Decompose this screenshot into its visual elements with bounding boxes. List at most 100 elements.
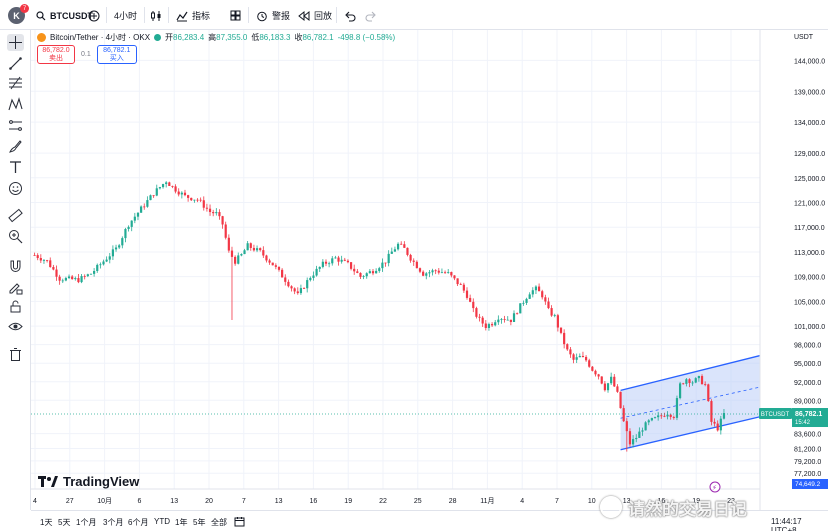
candle-body	[49, 260, 52, 268]
candle-body	[268, 260, 271, 263]
price-chart[interactable]: USDT 144,000.0 139,000.0 134,000.0 129,000.…	[31, 30, 828, 510]
candle-body	[215, 212, 218, 214]
zoom-tool[interactable]	[7, 228, 24, 245]
legend-title[interactable]: Bitcoin/Tether · 4小时 · OKX	[50, 33, 151, 42]
candle-body	[262, 250, 265, 256]
time-tick-label: 10	[588, 498, 596, 505]
tradingview-logo[interactable]: TradingView	[38, 474, 139, 489]
range-5y-button[interactable]: 5年	[193, 518, 206, 527]
channel-upper-line[interactable]	[620, 354, 762, 392]
pattern-tool[interactable]	[7, 96, 24, 113]
candle-body	[287, 281, 290, 287]
candle-body	[284, 277, 287, 282]
candle-body	[597, 374, 600, 377]
candle-body	[443, 272, 447, 274]
remove-drawings-tool[interactable]	[7, 346, 24, 363]
candle-body	[641, 430, 644, 432]
range-ytd-button[interactable]: YTD	[154, 517, 170, 526]
candle-body	[212, 212, 215, 214]
text-tool[interactable]	[7, 159, 24, 176]
channel-middle-line[interactable]	[620, 386, 762, 419]
candle-body	[89, 273, 93, 275]
candle-body	[371, 271, 375, 274]
candle-body	[610, 376, 613, 384]
bottom-toolbar: 1天 5天 1个月 3个月 6个月 YTD 1年 5年 全部 11:44:17 …	[31, 510, 828, 531]
candle-body	[33, 255, 36, 256]
candle-body	[500, 319, 503, 320]
brush-icon	[9, 140, 22, 153]
candle-body	[578, 355, 581, 358]
range-6m-button[interactable]: 6个月	[128, 518, 149, 527]
measure-tool[interactable]	[7, 207, 24, 224]
candle-body	[302, 288, 306, 289]
change-value: -498.8 (−0.58%)	[337, 33, 396, 42]
candle-body	[71, 276, 74, 280]
range-all-button[interactable]: 全部	[211, 518, 227, 527]
range-1d-button[interactable]: 1天	[40, 518, 53, 527]
candle-body	[328, 263, 331, 265]
candle-body	[346, 260, 350, 263]
fib-tool[interactable]	[7, 75, 24, 92]
candle-body	[638, 431, 641, 438]
range-3m-button[interactable]: 3个月	[103, 518, 124, 527]
candle-body	[318, 266, 321, 269]
indicators-button[interactable]: 指标	[176, 8, 210, 23]
candle-body	[487, 324, 491, 328]
candle-body	[544, 297, 547, 302]
trend-line-tool[interactable]	[7, 55, 24, 72]
forecast-icon	[9, 120, 22, 131]
timezone-clock[interactable]: 11:44:17 UTC+8	[771, 517, 802, 531]
candle-body	[581, 355, 585, 357]
brush-tool[interactable]	[7, 138, 24, 155]
time-tick-label: 10月	[97, 497, 112, 505]
candle-body	[635, 437, 638, 440]
candle-body	[503, 319, 506, 320]
channel-lower-line[interactable]	[620, 415, 762, 451]
time-tick-label: 13	[275, 498, 283, 505]
price-tick-label: 129,000.0	[794, 151, 825, 158]
replay-button[interactable]: 回放	[298, 8, 332, 23]
magnet-tool[interactable]	[7, 258, 24, 275]
go-to-date-icon[interactable]	[234, 516, 245, 527]
time-tick-label: 13	[623, 498, 631, 505]
sell-button[interactable]: 86,782.0 卖出	[37, 45, 75, 64]
layout-templates-button[interactable]	[230, 8, 241, 23]
candle-body	[519, 303, 522, 314]
open-value: 86,283.4	[173, 33, 205, 42]
symbol-label: BTCUSDT	[50, 10, 93, 21]
candle-body	[180, 192, 183, 195]
candle-body	[52, 267, 55, 270]
price-tick-label: 101,000.0	[794, 324, 825, 331]
candle-body	[475, 308, 478, 317]
economic-event-icon[interactable]	[709, 481, 721, 493]
compare-symbol-button[interactable]	[88, 8, 100, 23]
range-1y-button[interactable]: 1年	[175, 518, 188, 527]
alert-button[interactable]: 警报	[256, 8, 290, 23]
price-axis[interactable]	[760, 30, 828, 510]
stay-in-drawing-tool[interactable]	[7, 279, 24, 296]
crosshair-tool[interactable]	[7, 34, 24, 51]
low-price-tag-bg	[792, 479, 828, 489]
lock-drawings-tool[interactable]	[7, 298, 24, 315]
watermark-logo-icon	[600, 496, 622, 518]
hide-drawings-tool[interactable]	[7, 318, 24, 335]
buy-button[interactable]: 86,782.1 买入	[96, 45, 137, 64]
icon-tool[interactable]	[7, 180, 24, 197]
time-tick-label: 4	[520, 498, 524, 505]
range-1m-button[interactable]: 1个月	[76, 518, 97, 527]
search-icon	[36, 10, 46, 20]
parallel-channel-drawing[interactable]	[620, 354, 762, 451]
chart-type-button[interactable]	[150, 8, 162, 23]
price-tick-label: 79,200.0	[794, 459, 821, 466]
candle-body	[152, 195, 155, 197]
symbol-search-button[interactable]: BTCUSDT	[36, 8, 93, 23]
candle-body	[193, 199, 196, 201]
candle-body	[506, 319, 509, 321]
range-5d-button[interactable]: 5天	[58, 518, 71, 527]
redo-button[interactable]	[365, 8, 377, 23]
forecast-tool[interactable]	[7, 117, 24, 134]
low-value: 86,183.3	[259, 33, 291, 42]
interval-button[interactable]: 4小时	[114, 8, 137, 23]
undo-button[interactable]	[344, 8, 356, 23]
candle-body	[453, 275, 456, 279]
